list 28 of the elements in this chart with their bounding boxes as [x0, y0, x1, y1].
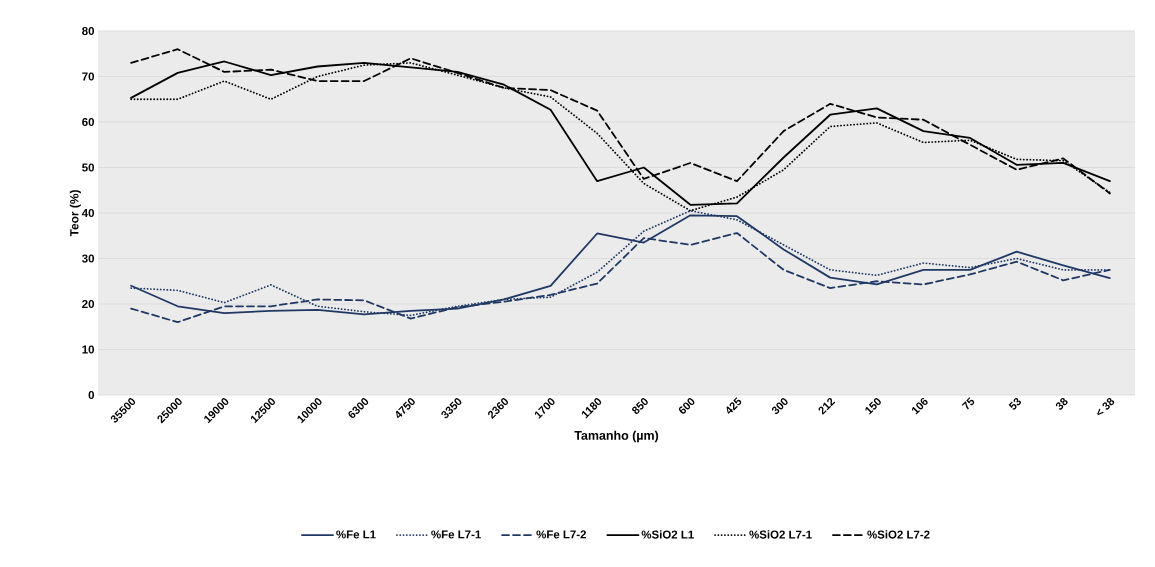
- y-tick-label: 20: [82, 299, 95, 309]
- x-tick-label: 425: [726, 397, 742, 414]
- legend-label: %SiO2 L1: [641, 530, 694, 539]
- y-tick-label: 30: [82, 254, 95, 263]
- y-tick-label: 80: [82, 26, 95, 36]
- y-tick-label: 60: [82, 117, 95, 127]
- y-tick-label: 0: [88, 390, 95, 400]
- legend-label: %Fe L7-1: [431, 530, 481, 539]
- x-tick-label: 600: [678, 398, 695, 414]
- x-tick-label: 53: [1008, 397, 1021, 410]
- legend-label: %Fe L1: [336, 530, 376, 539]
- x-tick-label: 38: [1055, 397, 1068, 410]
- x-tick-label: 75: [961, 397, 975, 410]
- legend-label: %SiO2 L7-2: [867, 530, 930, 539]
- x-tick-label: 150: [865, 398, 881, 415]
- x-tick-label: < 38: [1097, 397, 1115, 416]
- x-axis-title: Tamanho (µm): [574, 430, 659, 443]
- x-tick-label: 106: [911, 397, 928, 415]
- x-tick-label: 850: [632, 398, 648, 414]
- y-tick-label: 10: [82, 345, 95, 354]
- legend-label: %SiO2 L7-1: [749, 530, 812, 539]
- y-tick-label: 50: [82, 163, 95, 172]
- legend-label: %Fe L7-2: [536, 530, 586, 539]
- y-axis-title: Teor (%): [69, 190, 81, 237]
- y-tick-label: 70: [82, 72, 95, 81]
- x-tick-label: 212: [818, 397, 836, 415]
- y-tick-label: 40: [81, 208, 95, 218]
- x-tick-label: 300: [771, 398, 788, 414]
